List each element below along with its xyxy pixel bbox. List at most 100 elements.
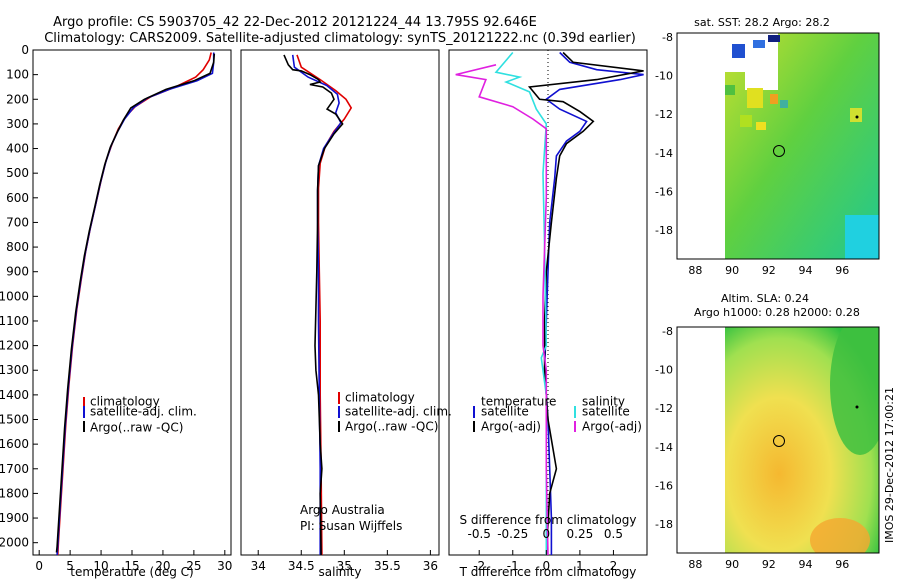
temperature-ytick-label-20: 2000 <box>0 536 29 550</box>
sst-map-ytick-label-5: -18 <box>655 224 673 237</box>
sst-map-ytick-label-0: -8 <box>662 31 673 44</box>
temperature-ytick-label-11: 1100 <box>0 314 29 328</box>
temperature-ytick-label-5: 500 <box>6 166 29 180</box>
temperature-ytick-label-9: 900 <box>6 265 29 279</box>
temperature-legend: climatology satellite-adj. clim. Argo(..… <box>83 395 197 435</box>
temperature-axis-label: temperature (deg C) <box>70 565 193 579</box>
sst-map-ytick-label-1: -10 <box>655 69 673 82</box>
salinity-legend: climatology satellite-adj. clim. Argo(..… <box>338 391 452 434</box>
sst-map-frame <box>676 32 880 260</box>
temperature-ytick-label-18: 1800 <box>0 486 29 500</box>
sla-map-subtitle: Argo h1000: 0.28 h2000: 0.28 <box>694 306 860 319</box>
difference-xtick-label-4: 2 <box>610 559 618 573</box>
difference-xtick-label-2: 0 <box>543 559 551 573</box>
pi-name-text: PI: Susan Wijffels <box>300 519 402 533</box>
salinity-legend-climatology: climatology <box>345 391 415 405</box>
argo-australia-text: Argo Australia <box>300 503 385 517</box>
salinity-legend-argo: Argo(..raw -QC) <box>345 420 438 434</box>
salinity-series-2 <box>283 54 344 555</box>
temperature-xtick-label-6: 30 <box>217 559 232 573</box>
sst-map-xtick-label-0: 88 <box>688 264 702 277</box>
s-diff-tick-label-2: 0 <box>543 527 551 541</box>
s-difference-axis-label: S difference from climatology <box>460 513 637 527</box>
salinity-series-0 <box>296 54 353 555</box>
difference-legend-t-satellite: satellite <box>481 405 529 419</box>
sla-map-ytick-label-1: -10 <box>655 363 673 376</box>
s-diff-tick-label-1: -0.25 <box>497 527 528 541</box>
s-diff-tick-label-0: -0.5 <box>467 527 490 541</box>
sla-map-ytick-label-4: -16 <box>655 479 673 492</box>
temperature-ytick-label-6: 600 <box>6 191 29 205</box>
temperature-ytick-label-14: 1400 <box>0 388 29 402</box>
temperature-ytick-label-1: 100 <box>6 68 29 82</box>
temperature-legend-satellite: satellite-adj. clim. <box>90 405 197 419</box>
sla-map-field <box>677 327 879 553</box>
sst-map-xtick-label-3: 94 <box>799 264 813 277</box>
temperature-ytick-label-12: 1200 <box>0 339 29 353</box>
temperature-legend-argo: Argo(..raw -QC) <box>90 421 183 435</box>
temperature-xtick-label-1: 5 <box>66 559 74 573</box>
sst-map-title: sat. SST: 28.2 Argo: 28.2 <box>694 16 830 29</box>
sla-map-ytick-label-2: -12 <box>655 402 673 415</box>
sla-map-xtick-label-1: 90 <box>725 558 739 571</box>
sst-map-ytick-label-3: -14 <box>655 147 673 160</box>
difference-legend: temperature salinity satellite Argo(-adj… <box>473 395 642 434</box>
salinity-plot-frame <box>240 49 440 556</box>
sla-map-xtick-label-0: 88 <box>688 558 702 571</box>
temperature-ytick-label-0: 0 <box>21 43 29 57</box>
temperature-ytick-label-15: 1500 <box>0 413 29 427</box>
temperature-series-0 <box>57 52 212 555</box>
salinity-axis-label: salinity <box>318 565 361 579</box>
sst-map-xtick-label-2: 92 <box>762 264 776 277</box>
salinity-series-1 <box>291 54 342 555</box>
salinity-xtick-label-1: 34.5 <box>288 559 315 573</box>
s-diff-tick-label-3: 0.25 <box>567 527 594 541</box>
s-diff-tick-label-4: 0.5 <box>604 527 623 541</box>
sla-map-title: Altim. SLA: 0.24 <box>721 292 809 305</box>
figure-title-line1: Argo profile: CS 5903705_42 22-Dec-2012 … <box>53 15 537 30</box>
sla-map-xtick-label-2: 92 <box>762 558 776 571</box>
sst-map-field <box>677 33 879 259</box>
sst-map-xtick-label-1: 90 <box>725 264 739 277</box>
sla-map-xtick-label-4: 96 <box>835 558 849 571</box>
difference-xtick-label-1: -1 <box>507 559 519 573</box>
sla-map-frame <box>676 326 880 554</box>
sst-map-ytick-label-4: -16 <box>655 185 673 198</box>
difference-legend-t-argo: Argo(-adj) <box>481 420 541 434</box>
temperature-ytick-label-19: 1900 <box>0 511 29 525</box>
salinity-xtick-label-4: 36 <box>423 559 438 573</box>
temperature-xtick-label-0: 0 <box>35 559 43 573</box>
temperature-xtick-label-5: 25 <box>186 559 201 573</box>
temperature-xtick-label-3: 15 <box>124 559 139 573</box>
temperature-ytick-label-13: 1300 <box>0 363 29 377</box>
temperature-ytick-label-3: 300 <box>6 117 29 131</box>
temperature-legend-climatology: climatology <box>90 395 160 409</box>
sla-map-ytick-label-0: -8 <box>662 325 673 338</box>
sst-map-xtick-label-4: 96 <box>835 264 849 277</box>
salinity-legend-satellite: satellite-adj. clim. <box>345 405 452 419</box>
difference-series-2 <box>494 51 548 555</box>
salinity-xtick-label-0: 34 <box>251 559 266 573</box>
temperature-ytick-label-8: 800 <box>6 240 29 254</box>
temperature-series-1 <box>56 52 215 555</box>
difference-series-3 <box>455 64 549 555</box>
difference-legend-s-argo: Argo(-adj) <box>582 420 642 434</box>
sla-map-ytick-label-3: -14 <box>655 441 673 454</box>
difference-xtick-label-0: -2 <box>473 559 485 573</box>
imos-watermark: IMOS 29-Dec-2012 17:00:21 <box>883 387 896 543</box>
difference-legend-temperature-title: temperature <box>481 395 556 409</box>
figure-title-line2: Climatology: CARS2009. Satellite-adjuste… <box>44 31 636 46</box>
temperature-ytick-label-10: 1000 <box>0 289 29 303</box>
temperature-series-2 <box>55 53 216 553</box>
salinity-xtick-label-3: 35.5 <box>374 559 401 573</box>
temperature-ytick-label-17: 1700 <box>0 462 29 476</box>
temperature-series-group <box>55 52 216 555</box>
temperature-xtick-label-4: 20 <box>155 559 170 573</box>
temperature-ytick-label-2: 200 <box>6 92 29 106</box>
salinity-series-group <box>283 54 353 555</box>
difference-series-0 <box>543 51 644 555</box>
difference-legend-s-satellite: satellite <box>582 405 630 419</box>
sst-map-ytick-label-2: -12 <box>655 108 673 121</box>
t-difference-axis-label: T difference from climatology <box>459 565 637 579</box>
